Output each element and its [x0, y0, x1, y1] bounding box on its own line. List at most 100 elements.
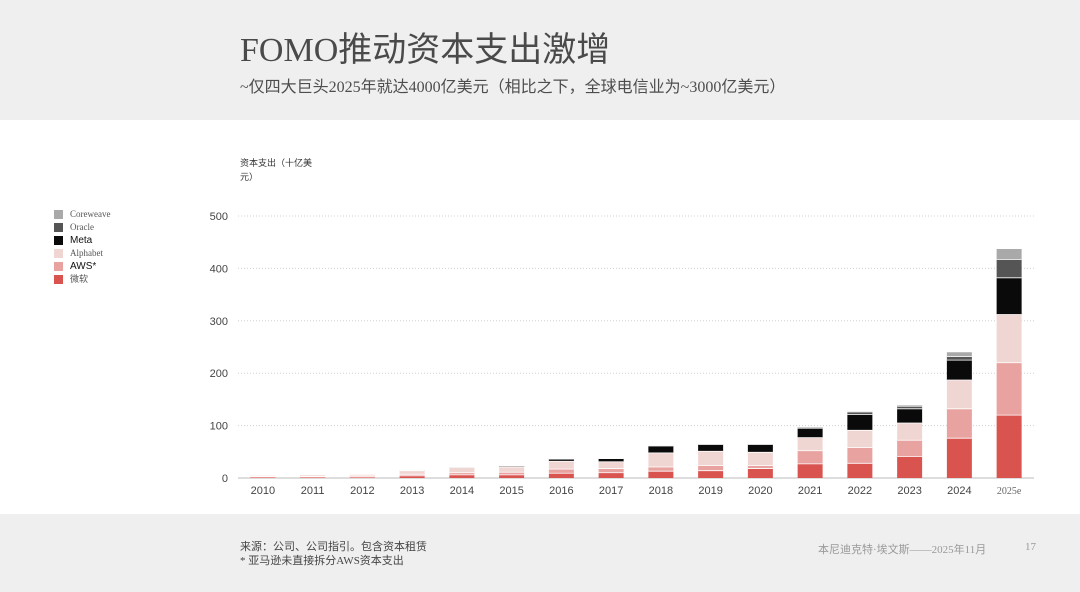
x-tick-label: 2020	[748, 485, 772, 497]
bar-segment	[698, 451, 724, 466]
bar-segment	[648, 446, 674, 453]
legend-swatch	[54, 223, 63, 232]
bar-segment	[399, 470, 425, 475]
bar-segment	[747, 444, 773, 453]
bar-segment	[300, 476, 326, 478]
aws-footnote: * 亚马逊未直接拆分AWS资本支出	[240, 555, 404, 567]
bar-segment	[698, 465, 724, 471]
bar-segment	[648, 452, 674, 467]
x-tick-label: 2025e	[997, 486, 1022, 497]
bar-segment	[499, 474, 525, 478]
x-tick-label: 2023	[897, 485, 921, 497]
bar-segment	[897, 406, 923, 409]
legend-swatch	[54, 249, 63, 258]
legend-swatch	[54, 236, 63, 245]
header-band	[0, 0, 1080, 120]
bar-segment	[946, 380, 972, 409]
bar-segment	[250, 475, 276, 477]
legend-item: 微软	[54, 274, 194, 287]
bar-segment	[698, 444, 724, 452]
bar-segment	[996, 362, 1022, 416]
bar-segment	[449, 467, 475, 473]
footer-notes: 来源：公司、公司指引。包含资本租赁 * 亚马逊未直接拆分AWS资本支出	[240, 540, 427, 568]
bar-segment	[349, 476, 375, 478]
legend-label: Meta	[70, 235, 93, 246]
stacked-bar-chart: 0 100 200 300 400 500 2010 2011 2012 2013 2014 2015…	[210, 211, 1034, 497]
bar-segment	[349, 475, 375, 477]
bar-segment	[399, 475, 425, 478]
legend-label: Coreweave	[70, 209, 111, 219]
legend-swatch	[54, 210, 63, 219]
legend-swatch	[54, 262, 63, 271]
x-tick-label: 2017	[599, 485, 623, 497]
bar-segment	[598, 461, 624, 469]
x-tick-label: 2011	[301, 485, 325, 497]
bar-segment	[747, 452, 773, 466]
bar-segment	[946, 438, 972, 478]
legend-label: 微软	[70, 274, 89, 284]
bar-segment	[996, 249, 1022, 260]
bar-segment	[449, 474, 475, 478]
bar-segment	[797, 428, 823, 438]
bar-segment	[996, 277, 1022, 315]
y-tick-label: 300	[210, 316, 228, 328]
bar-segment	[598, 458, 624, 462]
x-tick-label: 2010	[251, 485, 275, 497]
bar-segment	[548, 459, 574, 462]
bar-segment	[996, 415, 1022, 478]
bar-segment	[349, 474, 375, 476]
x-tick-label: 2024	[947, 485, 971, 497]
y-tick-label: 200	[210, 368, 228, 380]
x-tick-label: 2013	[400, 485, 424, 497]
legend-item: AWS*	[54, 261, 194, 274]
x-tick-label: 2019	[698, 485, 722, 497]
bar-segment	[897, 456, 923, 478]
bar-segment	[747, 468, 773, 478]
footer-band	[0, 514, 1080, 592]
legend-label: Oracle	[70, 222, 94, 232]
bar-segment	[698, 470, 724, 478]
bar-segment	[598, 472, 624, 478]
legend-item: Meta	[54, 235, 194, 248]
bar-segment	[797, 437, 823, 451]
x-tick-label: 2014	[450, 485, 474, 497]
bar-segment	[847, 414, 873, 431]
x-tick-label: 2015	[499, 485, 523, 497]
chart-legend: Coreweave Oracle Meta Alphabet AWS* 微软	[54, 209, 194, 287]
bar-segment	[598, 468, 624, 473]
x-tick-label: 2016	[549, 485, 573, 497]
legend-item: Oracle	[54, 222, 194, 235]
bar-segment	[797, 463, 823, 478]
bar-segment	[996, 314, 1022, 363]
x-tick-label: 2012	[350, 485, 374, 497]
legend-item: Alphabet	[54, 248, 194, 261]
bar-segment	[648, 471, 674, 478]
bar-segment	[797, 450, 823, 464]
y-tick-label: 400	[210, 263, 228, 275]
y-tick-label: 0	[222, 473, 228, 485]
page-title: FOMO推动资本支出激增	[240, 32, 611, 69]
bar-segment	[797, 427, 823, 429]
author-date: 本尼迪克特·埃文斯——2025年11月	[818, 544, 987, 556]
bar-segment	[946, 356, 972, 361]
bar-segment	[946, 352, 972, 357]
y-tick-label: 100	[210, 421, 228, 433]
bar-segment	[548, 473, 574, 478]
bar-segment	[897, 408, 923, 423]
legend-item: Coreweave	[54, 209, 194, 222]
bar-segment	[996, 259, 1022, 278]
bar-segment	[499, 472, 525, 475]
legend-label: Alphabet	[70, 248, 103, 258]
bar-segment	[250, 476, 276, 478]
bar-segment	[897, 440, 923, 457]
bar-segment	[747, 465, 773, 469]
bar-segment	[946, 408, 972, 439]
bar-segment	[847, 411, 873, 415]
bar-segment	[847, 463, 873, 478]
bar-segment	[548, 461, 574, 470]
y-tick-label: 500	[210, 211, 228, 223]
page-subtitle: ~仅四大巨头2025年就达4000亿美元（相比之下，全球电信业为~3000亿美元…	[240, 79, 786, 96]
page-number: 17	[1025, 541, 1036, 553]
source-note: 来源：公司、公司指引。包含资本租赁	[240, 541, 427, 553]
legend-swatch	[54, 275, 63, 284]
